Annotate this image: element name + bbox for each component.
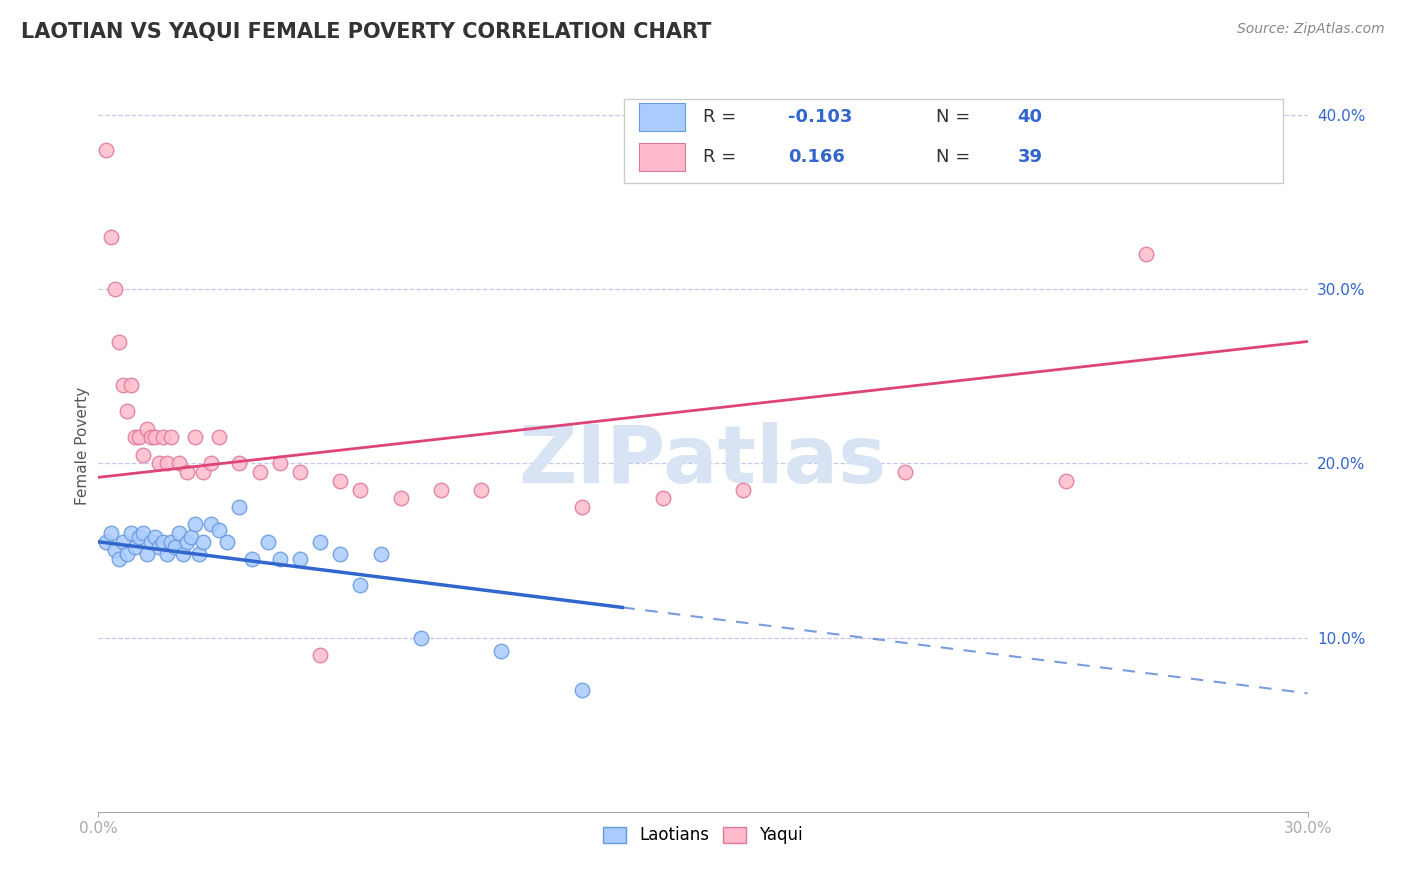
Point (139, 534, 162, 549)
Point (132, 526, 155, 541)
Text: Source: ZipAtlas.com: Source: ZipAtlas.com (1237, 22, 1385, 37)
Point (269, 457, 291, 471)
Point (208, 523, 231, 537)
Point (156, 457, 179, 471)
Point (107, 552, 129, 566)
Point (160, 534, 183, 549)
Point (120, 526, 142, 541)
Point (152, 430, 174, 444)
Text: 0.166: 0.166 (787, 148, 845, 166)
Point (349, 578, 371, 592)
Point (135, 547, 157, 561)
FancyBboxPatch shape (638, 144, 685, 171)
Point (135, 421, 157, 435)
Point (200, 517, 222, 532)
Point (167, 526, 190, 541)
Point (893, 465, 915, 479)
Point (143, 530, 166, 544)
Text: ZIPatlas: ZIPatlas (519, 422, 887, 500)
Text: LAOTIAN VS YAQUI FEMALE POVERTY CORRELATION CHART: LAOTIAN VS YAQUI FEMALE POVERTY CORRELAT… (21, 22, 711, 42)
Point (124, 540, 146, 554)
Point (172, 547, 194, 561)
Text: N =: N = (936, 108, 976, 126)
Point (148, 457, 170, 471)
Point (148, 540, 170, 554)
Point (228, 457, 250, 471)
Point (167, 457, 190, 471)
Point (143, 430, 166, 444)
Point (309, 648, 332, 662)
Point (107, 334, 129, 349)
Point (228, 500, 250, 514)
Point (733, 483, 755, 497)
Point (152, 534, 174, 549)
Point (100, 526, 122, 541)
Text: R =: R = (703, 148, 742, 166)
Point (176, 465, 198, 479)
Point (208, 430, 231, 444)
Point (103, 282, 125, 296)
Point (160, 430, 183, 444)
Point (256, 534, 278, 549)
Point (288, 465, 311, 479)
Point (156, 547, 179, 561)
Point (430, 483, 453, 497)
Point (103, 543, 125, 558)
Point (269, 552, 291, 566)
Point (470, 483, 492, 497)
Point (139, 430, 162, 444)
Point (370, 547, 392, 561)
Point (329, 547, 352, 561)
Point (100, 230, 122, 244)
Point (115, 404, 138, 418)
Point (1054, 474, 1077, 488)
Text: 39: 39 (1018, 148, 1042, 166)
Point (180, 530, 202, 544)
Point (349, 483, 371, 497)
Point (184, 430, 207, 444)
Point (1135, 247, 1157, 261)
Point (240, 552, 263, 566)
Point (651, 491, 673, 506)
Point (96, 143, 118, 157)
Text: 40: 40 (1018, 108, 1042, 126)
Point (571, 500, 593, 514)
Point (124, 430, 146, 444)
Point (200, 457, 222, 471)
Text: -0.103: -0.103 (787, 108, 852, 126)
Point (491, 644, 513, 658)
Point (184, 517, 207, 532)
Point (111, 534, 134, 549)
FancyBboxPatch shape (638, 103, 685, 131)
Legend: Laotians, Yaqui: Laotians, Yaqui (596, 820, 810, 851)
Point (309, 534, 332, 549)
FancyBboxPatch shape (624, 99, 1284, 183)
Point (193, 534, 215, 549)
Point (329, 474, 352, 488)
Point (409, 631, 432, 645)
Point (163, 540, 186, 554)
Point (111, 378, 134, 392)
Point (128, 430, 150, 444)
Point (193, 465, 215, 479)
Point (128, 530, 150, 544)
Point (389, 491, 412, 506)
Point (217, 534, 239, 549)
Point (176, 534, 198, 549)
Point (288, 552, 311, 566)
Point (120, 378, 142, 392)
Point (132, 448, 155, 462)
Point (96, 534, 118, 549)
Y-axis label: Female Poverty: Female Poverty (75, 387, 90, 505)
Text: R =: R = (703, 108, 742, 126)
Point (249, 465, 271, 479)
Text: N =: N = (936, 148, 976, 166)
Point (188, 547, 211, 561)
Point (115, 547, 138, 561)
Point (571, 682, 593, 697)
